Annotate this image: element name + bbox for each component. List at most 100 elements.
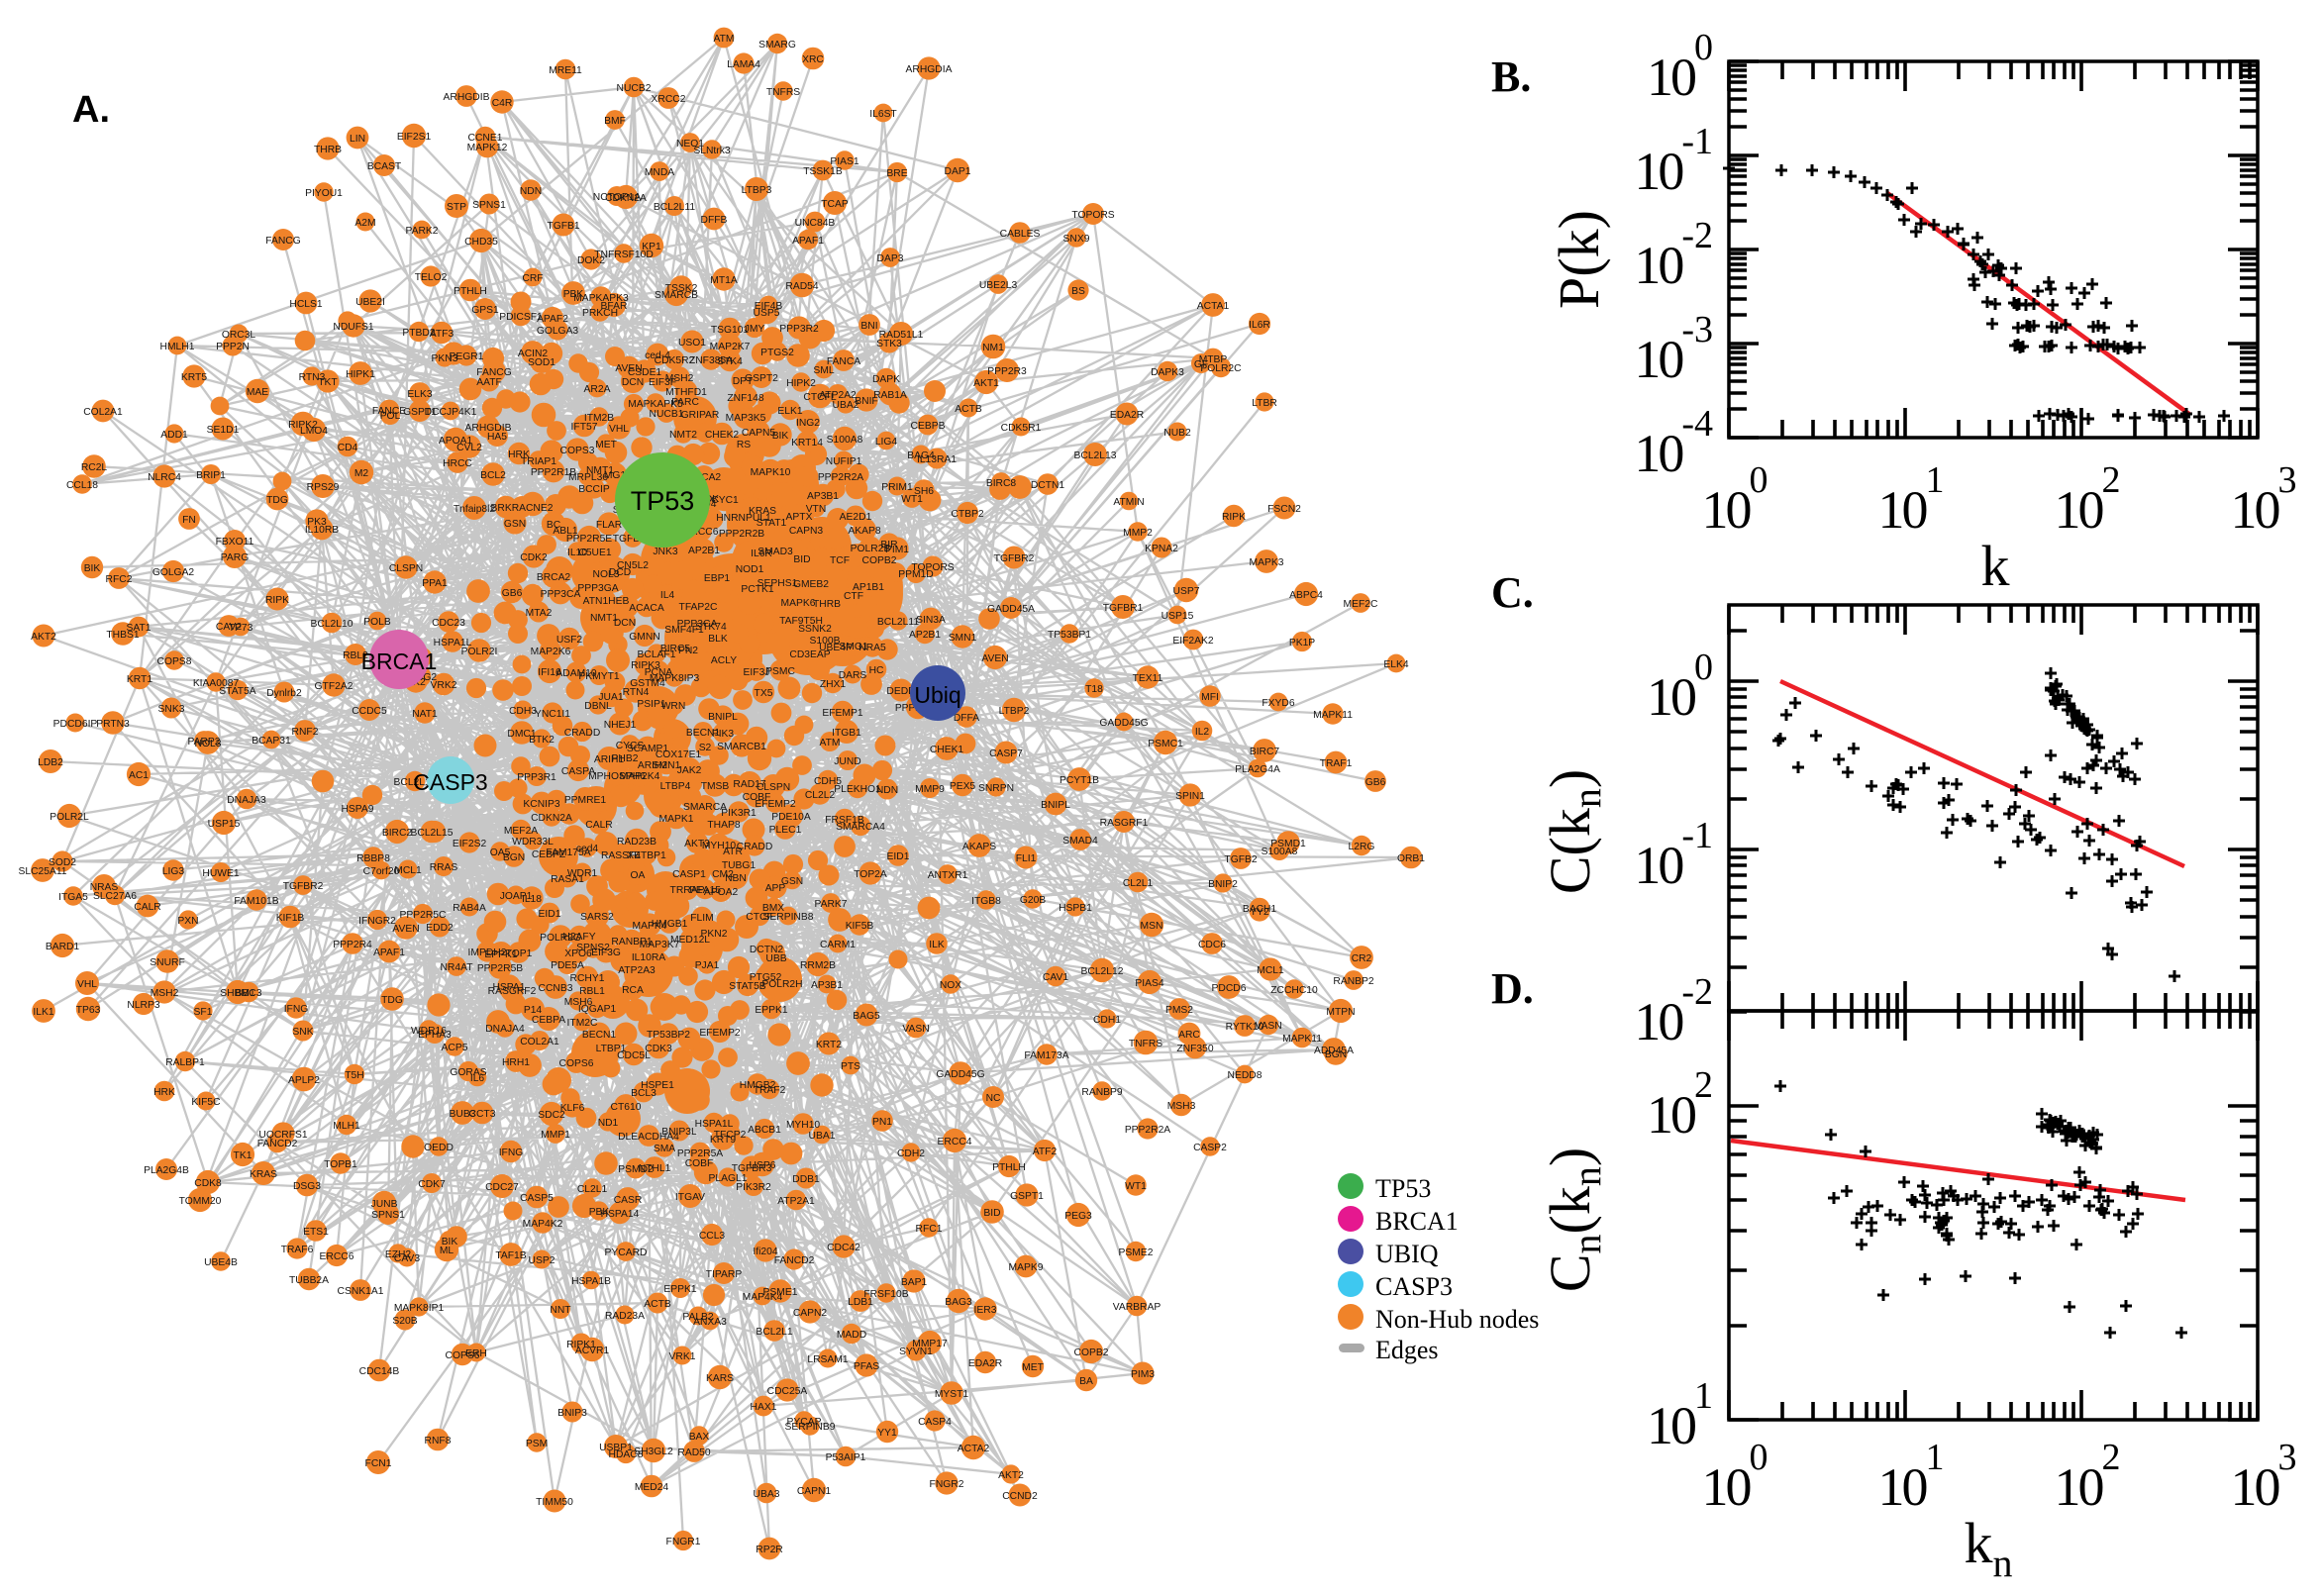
svg-text:GPS1: GPS1 [471, 305, 499, 316]
svg-text:BCL2: BCL2 [480, 470, 506, 481]
svg-text:CDC5L: CDC5L [617, 1050, 651, 1061]
svg-text:PLA2G4B: PLA2G4B [144, 1165, 189, 1176]
svg-text:ERCC6: ERCC6 [320, 1251, 354, 1262]
svg-text:NRA5: NRA5 [858, 643, 886, 653]
svg-text:PTG52: PTG52 [750, 972, 782, 983]
svg-text:RALBP1: RALBP1 [165, 1057, 205, 1068]
svg-text:BAG3: BAG3 [945, 1297, 972, 1308]
svg-text:CTCF: CTCF [746, 912, 772, 923]
svg-text:COBF: COBF [685, 1158, 714, 1169]
svg-text:HAX1: HAX1 [751, 1402, 777, 1413]
svg-text:WT1: WT1 [901, 494, 923, 505]
svg-text:AR2A: AR2A [584, 384, 611, 395]
svg-text:RTN3: RTN3 [299, 372, 326, 383]
svg-text:LIN: LIN [350, 134, 365, 145]
svg-text:XRCC2: XRCC2 [652, 94, 686, 105]
svg-text:BCL2L12: BCL2L12 [1081, 966, 1124, 977]
svg-text:DFFB: DFFB [701, 215, 728, 226]
svg-text:GMEB2: GMEB2 [793, 579, 829, 590]
svg-text:MAP4K2: MAP4K2 [523, 1219, 563, 1230]
svg-text:CDC27: CDC27 [485, 1182, 519, 1193]
svg-text:HSPA9: HSPA9 [341, 804, 373, 815]
svg-text:HSPE1: HSPE1 [641, 1080, 674, 1091]
svg-text:TKT: TKT [318, 377, 338, 388]
svg-text:TGFB2: TGFB2 [1224, 854, 1257, 865]
svg-text:VASN: VASN [1255, 1021, 1281, 1032]
svg-text:CYCS: CYCS [616, 741, 645, 751]
svg-text:TOP2A: TOP2A [854, 869, 887, 880]
svg-text:CDKN2A: CDKN2A [605, 193, 647, 204]
svg-text:GB6: GB6 [502, 588, 523, 599]
svg-text:TOPORS: TOPORS [1071, 210, 1114, 221]
svg-text:PIK3R1: PIK3R1 [721, 808, 757, 819]
svg-text:LAMA4: LAMA4 [727, 59, 760, 70]
svg-text:MCL1: MCL1 [1257, 965, 1284, 976]
svg-text:KRT5: KRT5 [181, 372, 207, 383]
svg-text:PARG: PARG [221, 552, 249, 563]
svg-text:KRAS: KRAS [250, 1169, 277, 1180]
svg-text:NHEJ1: NHEJ1 [604, 720, 637, 731]
svg-text:RAD23B: RAD23B [617, 837, 656, 848]
svg-text:DPT: DPT [733, 376, 754, 387]
svg-text:TMSB: TMSB [701, 781, 730, 792]
svg-text:Ifi204: Ifi204 [753, 1247, 777, 1257]
svg-text:POLR2I: POLR2I [461, 647, 498, 657]
svg-text:NM1: NM1 [982, 343, 1004, 353]
svg-text:NNT: NNT [550, 1305, 571, 1316]
svg-text:TUBB2A: TUBB2A [289, 1275, 329, 1286]
svg-text:CDC14B: CDC14B [359, 1366, 400, 1377]
svg-text:DCN: DCN [614, 618, 636, 629]
svg-text:AATF: AATF [476, 377, 502, 388]
svg-text:TSG101: TSG101 [711, 325, 750, 336]
svg-text:PKMYT1: PKMYT1 [578, 671, 619, 682]
svg-text:LDB1: LDB1 [848, 1297, 873, 1308]
svg-text:MSH2: MSH2 [151, 988, 179, 999]
svg-text:GSPT1: GSPT1 [403, 407, 437, 418]
svg-text:FANCG: FANCG [265, 236, 300, 247]
svg-text:TFCP2: TFCP2 [714, 1130, 747, 1141]
svg-text:PLA2G4A: PLA2G4A [1235, 764, 1280, 775]
svg-text:AC1: AC1 [129, 770, 149, 781]
svg-text:TK1: TK1 [234, 1150, 252, 1161]
svg-text:PPP3CA: PPP3CA [677, 619, 718, 630]
svg-text:CYC1: CYC1 [711, 495, 739, 506]
svg-text:PPA1: PPA1 [422, 578, 448, 589]
svg-text:P(k): P(k) [1547, 210, 1611, 309]
svg-text:DCTN1: DCTN1 [1031, 480, 1065, 491]
svg-text:EIF3J: EIF3J [744, 667, 770, 678]
svg-text:CN5L2: CN5L2 [617, 560, 649, 571]
svg-text:IFNGR2: IFNGR2 [358, 916, 396, 927]
svg-text:PK3: PK3 [307, 517, 327, 528]
svg-text:SYVN1: SYVN1 [899, 1347, 933, 1357]
svg-text:KRT1: KRT1 [127, 674, 152, 685]
svg-text:ACTA2: ACTA2 [958, 1444, 990, 1454]
svg-text:PLAGL1: PLAGL1 [709, 1173, 748, 1184]
svg-text:PDE10A: PDE10A [771, 812, 811, 823]
svg-text:THAP8: THAP8 [707, 820, 740, 831]
svg-text:PLEKHO1: PLEKHO1 [834, 784, 881, 795]
svg-text:DSG3: DSG3 [293, 1181, 321, 1192]
svg-text:A.: A. [72, 89, 110, 131]
svg-text:HSPA1B: HSPA1B [571, 1276, 611, 1287]
svg-text:PEGR1: PEGR1 [450, 351, 484, 362]
svg-text:SH3GL2: SH3GL2 [634, 1446, 673, 1457]
svg-text:EDA2R: EDA2R [1110, 410, 1144, 421]
svg-text:BCCIP: BCCIP [578, 484, 610, 495]
svg-text:HIPK1: HIPK1 [346, 369, 375, 380]
svg-text:GRIPAR: GRIPAR [681, 410, 720, 421]
svg-text:SMARCB1: SMARCB1 [717, 742, 766, 752]
svg-text:MSH3: MSH3 [1167, 1101, 1196, 1112]
svg-text:SMG1: SMG1 [839, 642, 867, 652]
svg-text:PLEC1: PLEC1 [769, 825, 802, 836]
svg-text:FANCG: FANCG [476, 367, 511, 378]
svg-text:C7orf20: C7orf20 [363, 866, 400, 877]
svg-text:CDKN2A: CDKN2A [531, 813, 572, 824]
svg-text:ARHGDIB: ARHGDIB [444, 92, 490, 103]
svg-text:MMP1: MMP1 [541, 1130, 570, 1141]
svg-text:STK4: STK4 [717, 356, 743, 367]
svg-text:MAP4K4: MAP4K4 [743, 1292, 783, 1303]
svg-text:ATF2: ATF2 [1033, 1147, 1058, 1157]
svg-text:BNIPL: BNIPL [708, 712, 738, 723]
svg-text:MTPN: MTPN [1326, 1007, 1355, 1018]
svg-text:PPMRE1: PPMRE1 [564, 795, 607, 806]
